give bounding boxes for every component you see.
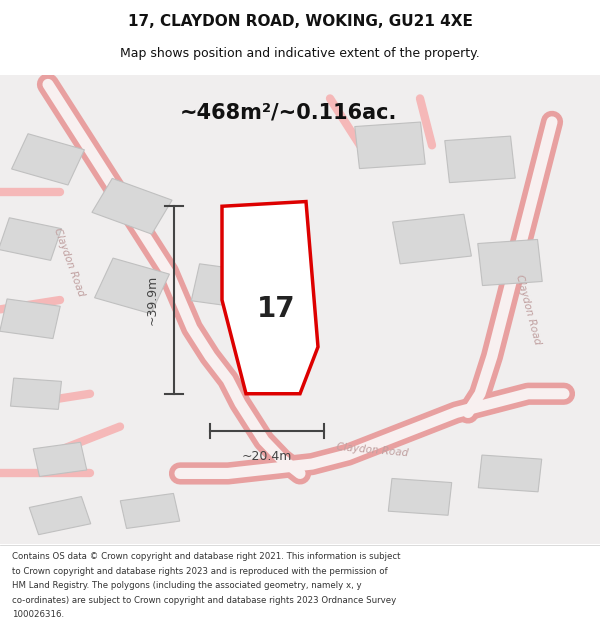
Polygon shape xyxy=(120,493,180,529)
Polygon shape xyxy=(0,217,62,261)
Polygon shape xyxy=(392,214,472,264)
Text: Contains OS data © Crown copyright and database right 2021. This information is : Contains OS data © Crown copyright and d… xyxy=(12,552,401,561)
Polygon shape xyxy=(388,479,452,515)
Text: 100026316.: 100026316. xyxy=(12,611,64,619)
Text: co-ordinates) are subject to Crown copyright and database rights 2023 Ordnance S: co-ordinates) are subject to Crown copyr… xyxy=(12,596,396,605)
Polygon shape xyxy=(92,178,172,234)
Polygon shape xyxy=(0,299,60,339)
Text: to Crown copyright and database rights 2023 and is reproduced with the permissio: to Crown copyright and database rights 2… xyxy=(12,566,388,576)
Polygon shape xyxy=(445,136,515,182)
Text: ~468m²/~0.116ac.: ~468m²/~0.116ac. xyxy=(180,102,397,122)
Text: 17: 17 xyxy=(257,296,295,323)
Text: Claydon Road: Claydon Road xyxy=(514,273,542,346)
Text: ~20.4m: ~20.4m xyxy=(242,450,292,463)
Text: Claydon Road: Claydon Road xyxy=(335,442,409,458)
Text: ~39.9m: ~39.9m xyxy=(146,275,159,325)
Polygon shape xyxy=(191,264,253,308)
Polygon shape xyxy=(95,258,169,314)
Text: 17, CLAYDON ROAD, WOKING, GU21 4XE: 17, CLAYDON ROAD, WOKING, GU21 4XE xyxy=(128,14,472,29)
Text: Map shows position and indicative extent of the property.: Map shows position and indicative extent… xyxy=(120,48,480,61)
Polygon shape xyxy=(478,239,542,286)
Polygon shape xyxy=(33,442,87,476)
Polygon shape xyxy=(11,134,85,185)
Polygon shape xyxy=(222,201,318,394)
Text: Claydon Road: Claydon Road xyxy=(52,227,86,298)
Polygon shape xyxy=(478,455,542,492)
Polygon shape xyxy=(355,122,425,169)
Text: HM Land Registry. The polygons (including the associated geometry, namely x, y: HM Land Registry. The polygons (includin… xyxy=(12,581,362,590)
Polygon shape xyxy=(29,497,91,534)
Polygon shape xyxy=(11,378,61,409)
